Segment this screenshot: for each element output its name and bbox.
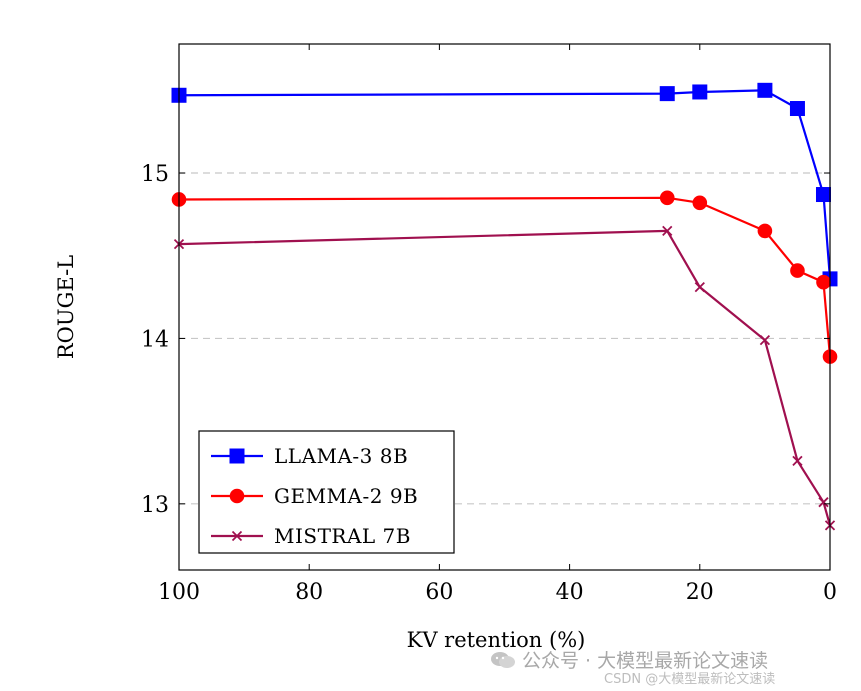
data-point-gemma-2-9b <box>816 274 831 290</box>
x-tick-label: 100 <box>158 580 200 605</box>
x-tick-label: 60 <box>425 580 453 605</box>
data-point-gemma-2-9b <box>790 263 805 278</box>
legend-marker-gemma-2-9b <box>229 488 245 504</box>
x-axis-title: KV retention (%) <box>407 628 586 652</box>
data-point-mistral-7b <box>662 225 673 237</box>
series-layer <box>171 82 838 531</box>
data-point-llama-3-8b <box>815 187 831 203</box>
x-marker-stroke <box>759 334 771 346</box>
series-line-llama-3-8b <box>178 89 832 279</box>
x-marker-stroke <box>662 225 673 237</box>
data-point-llama-3-8b <box>692 84 708 100</box>
data-point-gemma-2-9b <box>692 195 708 211</box>
watermark-line1: 公众号 · 大模型最新论文速读 <box>490 646 768 673</box>
data-point-gemma-2-9b <box>757 223 773 239</box>
legend: LLAMA-3 8B GEMMA-2 9B MISTRAL 7B <box>198 430 455 554</box>
plot-frame <box>178 43 831 571</box>
legend-label-mistral-7b: MISTRAL 7B <box>274 524 411 548</box>
y-tick-label: 13 <box>141 493 169 518</box>
data-point-llama-3-8b <box>757 82 773 98</box>
data-point-gemma-2-9b <box>659 190 675 206</box>
x-tick-label: 80 <box>295 580 323 605</box>
data-point-mistral-7b <box>792 455 803 466</box>
x-marker-stroke <box>231 530 243 542</box>
data-point-llama-3-8b <box>789 101 805 117</box>
x-tick-label: 40 <box>556 580 584 605</box>
x-marker-stroke <box>694 282 705 293</box>
legend-label-llama-3-8b: LLAMA-3 8B <box>274 444 408 468</box>
y-axis-title: ROUGE-L <box>54 255 78 359</box>
wechat-icon <box>491 651 515 668</box>
watermark-text-1: 公众号 · 大模型最新论文速读 <box>522 650 769 672</box>
watermark-line2: CSDN @大模型最新论文速读 <box>604 672 776 687</box>
y-tick-label: 14 <box>141 327 169 352</box>
axes: 13 14 15 100 80 60 40 20 0 <box>141 44 837 605</box>
x-marker-stroke <box>792 455 803 466</box>
legend-marker-mistral-7b <box>231 530 243 542</box>
y-tick-label: 15 <box>141 162 169 187</box>
data-point-mistral-7b <box>818 497 829 508</box>
x-tick-label: 0 <box>823 580 837 605</box>
data-point-llama-3-8b <box>659 86 675 102</box>
data-point-mistral-7b <box>759 334 771 346</box>
x-tick-label: 20 <box>686 580 714 605</box>
legend-label-gemma-2-9b: GEMMA-2 9B <box>274 484 418 508</box>
series-line-gemma-2-9b <box>178 196 832 357</box>
legend-marker-llama-3-8b <box>229 448 245 464</box>
data-point-mistral-7b <box>694 282 705 293</box>
x-marker-stroke <box>818 497 829 508</box>
